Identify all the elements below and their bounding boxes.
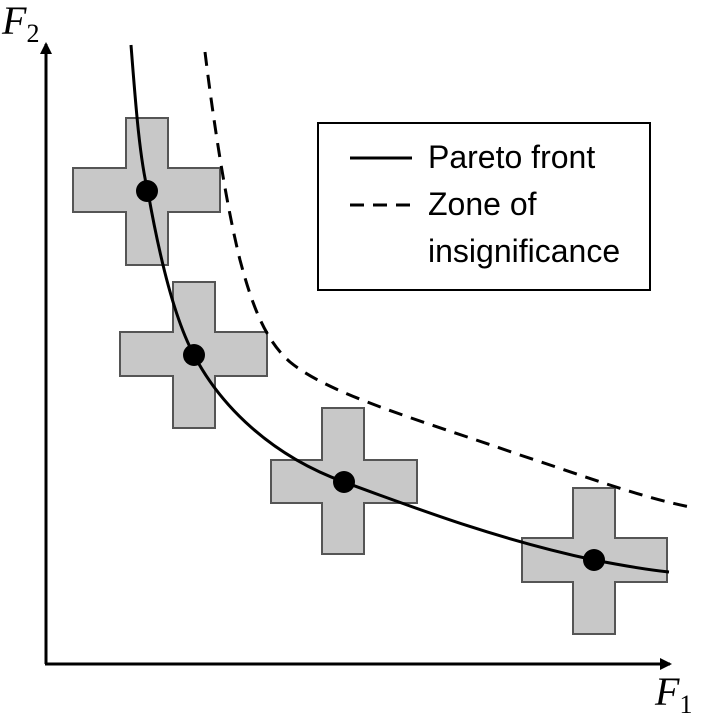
legend-label-zone-line2: insignificance <box>428 233 620 269</box>
legend: Pareto front Zone of insignificance <box>317 122 651 291</box>
pareto-point-4 <box>583 549 605 571</box>
pareto-point-2 <box>183 344 205 366</box>
pareto-point-group <box>136 180 605 571</box>
legend-label-pareto-front: Pareto front <box>428 139 595 175</box>
pareto-point-3 <box>333 471 355 493</box>
pareto-point-1 <box>136 180 158 202</box>
legend-label-zone-line1: Zone of <box>428 186 537 222</box>
x-axis-label: F1 <box>654 669 692 718</box>
y-axis-label: F2 <box>1 0 39 48</box>
